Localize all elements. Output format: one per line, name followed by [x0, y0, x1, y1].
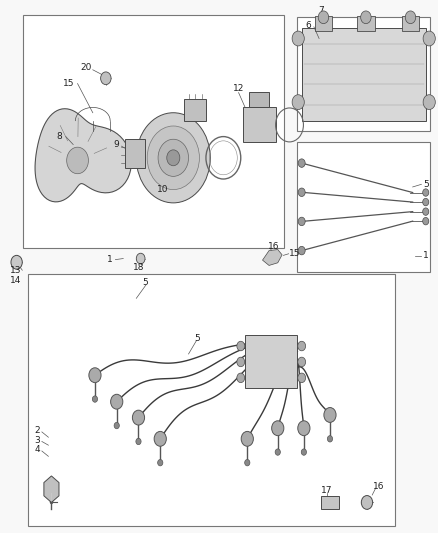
Text: 17: 17: [321, 486, 333, 495]
Circle shape: [92, 396, 98, 402]
Circle shape: [158, 139, 188, 176]
Text: 14: 14: [10, 276, 21, 285]
Circle shape: [241, 431, 253, 446]
Circle shape: [298, 357, 306, 367]
Text: 5: 5: [194, 334, 200, 343]
Circle shape: [318, 11, 328, 23]
Circle shape: [360, 11, 371, 23]
Text: 7: 7: [318, 6, 324, 15]
Text: 16: 16: [268, 242, 279, 251]
Bar: [23, 14, 284, 248]
Text: 4: 4: [35, 446, 40, 455]
Bar: [357, 15, 374, 30]
Circle shape: [67, 147, 88, 174]
Bar: [321, 496, 339, 510]
Circle shape: [101, 72, 111, 85]
Circle shape: [423, 189, 429, 196]
Circle shape: [89, 368, 101, 383]
Circle shape: [301, 449, 307, 455]
Circle shape: [167, 150, 180, 166]
Circle shape: [423, 208, 429, 215]
Text: 15: 15: [63, 79, 74, 88]
Circle shape: [11, 255, 22, 269]
Text: 5: 5: [142, 278, 148, 287]
Text: 1: 1: [107, 255, 113, 264]
Text: 1: 1: [423, 252, 429, 261]
Circle shape: [136, 113, 210, 203]
Circle shape: [114, 422, 119, 429]
Text: 20: 20: [81, 63, 92, 72]
Text: 3: 3: [35, 436, 40, 445]
Bar: [297, 142, 430, 272]
Circle shape: [423, 217, 429, 225]
Bar: [243, 108, 276, 142]
Text: 16: 16: [374, 482, 385, 491]
Circle shape: [237, 357, 245, 367]
Bar: [315, 15, 332, 30]
Text: 15: 15: [290, 249, 301, 259]
Bar: [184, 100, 206, 120]
Circle shape: [292, 95, 304, 110]
Circle shape: [423, 95, 435, 110]
Circle shape: [298, 246, 305, 255]
Polygon shape: [35, 109, 131, 202]
Circle shape: [136, 438, 141, 445]
Circle shape: [405, 11, 416, 23]
Circle shape: [423, 31, 435, 46]
Bar: [28, 274, 395, 526]
Text: 18: 18: [133, 263, 145, 271]
Circle shape: [136, 253, 145, 264]
Circle shape: [298, 217, 305, 225]
Text: 8: 8: [57, 132, 62, 141]
Bar: [245, 335, 297, 389]
Bar: [250, 92, 269, 108]
Bar: [402, 15, 419, 30]
Text: 13: 13: [10, 266, 21, 275]
Circle shape: [298, 188, 305, 197]
Text: 2: 2: [35, 426, 40, 435]
Text: 9: 9: [114, 140, 120, 149]
Text: 5: 5: [423, 180, 429, 189]
Text: 12: 12: [233, 84, 244, 93]
Circle shape: [361, 496, 373, 510]
Circle shape: [154, 431, 166, 446]
Circle shape: [111, 394, 123, 409]
Circle shape: [245, 459, 250, 466]
Circle shape: [298, 159, 305, 167]
Bar: [302, 28, 426, 120]
Circle shape: [147, 126, 199, 190]
Circle shape: [132, 410, 145, 425]
Circle shape: [423, 198, 429, 206]
Circle shape: [298, 341, 306, 351]
Circle shape: [272, 421, 284, 435]
Bar: [125, 139, 145, 168]
Circle shape: [158, 459, 163, 466]
Circle shape: [237, 341, 245, 351]
Circle shape: [298, 421, 310, 435]
Bar: [297, 17, 430, 131]
Circle shape: [324, 408, 336, 422]
Text: 11: 11: [194, 103, 205, 112]
Text: 10: 10: [157, 185, 168, 194]
Polygon shape: [44, 476, 59, 503]
Circle shape: [298, 373, 306, 383]
Circle shape: [292, 31, 304, 46]
Circle shape: [237, 373, 245, 383]
Polygon shape: [262, 249, 282, 265]
Circle shape: [327, 435, 332, 442]
Text: 6: 6: [305, 21, 311, 30]
Circle shape: [275, 449, 280, 455]
